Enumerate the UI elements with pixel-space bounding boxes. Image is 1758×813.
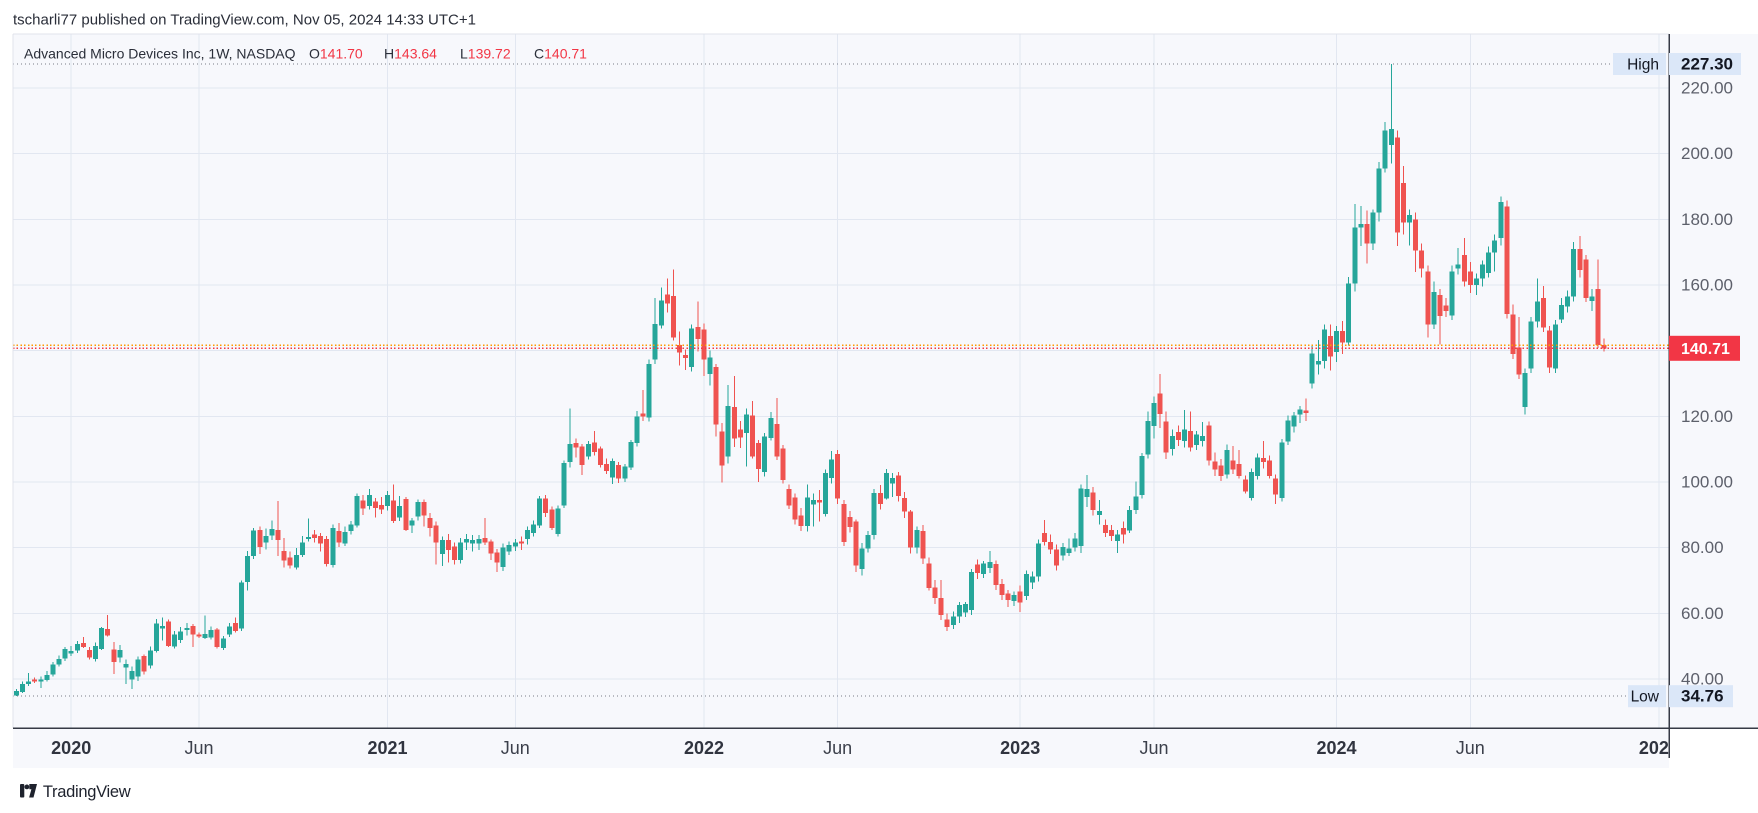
svg-text:Jun: Jun (501, 738, 530, 758)
svg-text:tscharli77 published on Tradin: tscharli77 published on TradingView.com,… (13, 12, 476, 29)
svg-text:O141.70: O141.70 (309, 46, 363, 62)
svg-text:160.00: 160.00 (1681, 276, 1733, 295)
svg-text:220.00: 220.00 (1681, 79, 1733, 98)
svg-text:Jun: Jun (1456, 738, 1485, 758)
svg-text:180.00: 180.00 (1681, 210, 1733, 229)
svg-text:200.00: 200.00 (1681, 144, 1733, 163)
svg-text:H143.64: H143.64 (384, 46, 437, 62)
svg-text:140.71: 140.71 (1681, 341, 1730, 358)
svg-text:2021: 2021 (367, 738, 407, 758)
svg-text:80.00: 80.00 (1681, 538, 1724, 557)
svg-text:100.00: 100.00 (1681, 473, 1733, 492)
svg-text:C140.71: C140.71 (534, 46, 587, 62)
svg-text:120.00: 120.00 (1681, 407, 1733, 426)
svg-text:2025: 2025 (1639, 738, 1679, 758)
svg-text:2023: 2023 (1000, 738, 1040, 758)
svg-text:40.00: 40.00 (1681, 670, 1724, 689)
svg-text:2022: 2022 (684, 738, 724, 758)
svg-text:High: High (1627, 57, 1659, 74)
svg-text:Jun: Jun (184, 738, 213, 758)
svg-text:Jun: Jun (1139, 738, 1168, 758)
svg-text:Low: Low (1631, 689, 1660, 706)
svg-text:2020: 2020 (51, 738, 91, 758)
svg-text:227.30: 227.30 (1681, 55, 1733, 74)
svg-text:34.76: 34.76 (1681, 687, 1724, 706)
svg-text:TradingView: TradingView (43, 783, 131, 801)
svg-text:2024: 2024 (1316, 738, 1356, 758)
svg-text:L139.72: L139.72 (460, 46, 511, 62)
svg-text:Advanced Micro Devices Inc, 1W: Advanced Micro Devices Inc, 1W, NASDAQ (24, 46, 296, 62)
svg-text:60.00: 60.00 (1681, 604, 1724, 623)
svg-text:Jun: Jun (823, 738, 852, 758)
